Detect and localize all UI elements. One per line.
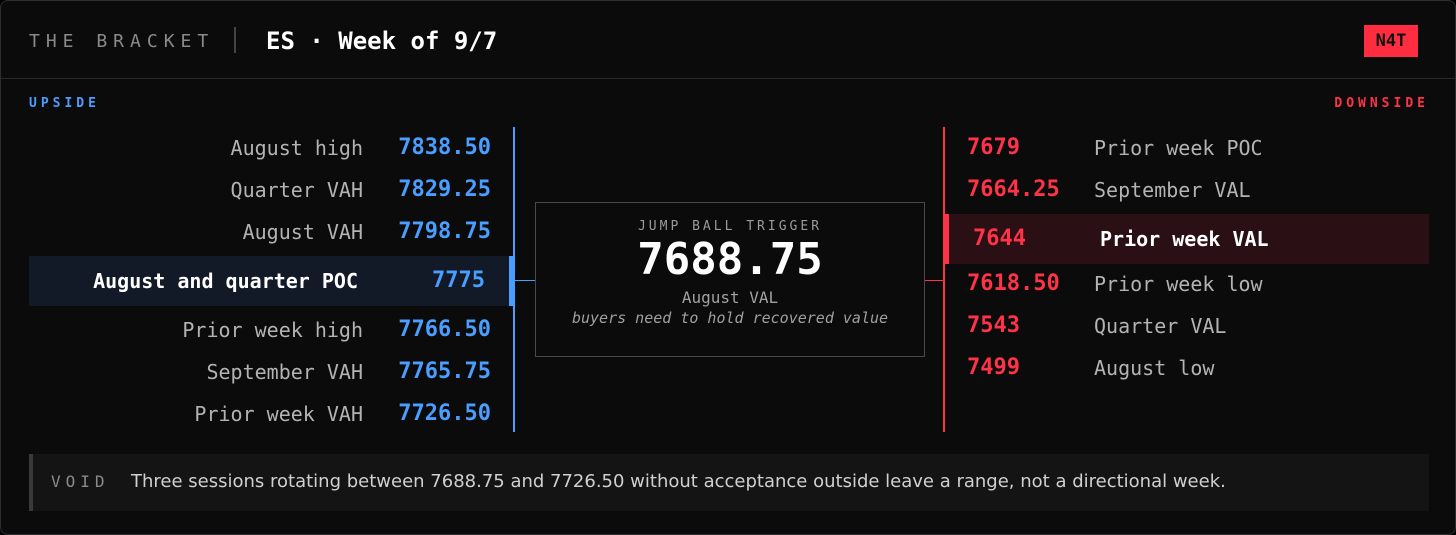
level-price: 7679 (967, 135, 1020, 160)
level-price: 7798.75 (398, 219, 491, 244)
level-price: 7765.75 (398, 359, 491, 384)
level-price: 7766.50 (398, 317, 491, 342)
upside-label: UPSIDE (29, 96, 100, 111)
brand: THE BRACKET (29, 31, 215, 52)
downside-rail (943, 127, 945, 432)
connector (924, 280, 944, 281)
level-label: September VAH (206, 360, 363, 384)
level-price: 7644 (973, 226, 1026, 251)
downside-label: DOWNSIDE (1334, 96, 1429, 111)
level-label: Prior week POC (1094, 136, 1263, 160)
level-label: September VAL (1094, 178, 1251, 202)
level-label: August VAH (242, 220, 363, 244)
highlight-bar (509, 256, 515, 306)
level-label: Prior week high (182, 318, 363, 342)
level-price: 7838.50 (398, 135, 491, 160)
level-price: 7726.50 (398, 401, 491, 426)
footer-text: Three sessions rotating between 7688.75 … (131, 471, 1226, 492)
level-price: 7543 (967, 313, 1020, 338)
level-label: August and quarter POC (93, 269, 358, 293)
level-price: 7664.25 (967, 177, 1060, 202)
trigger-price: 7688.75 (637, 234, 823, 285)
title: ES · Week of 9/7 (266, 27, 498, 55)
level-label: Quarter VAH (230, 178, 363, 202)
level-label: August low (1094, 356, 1215, 380)
connector (515, 280, 535, 281)
trigger-kicker: JUMP BALL TRIGGER (637, 219, 823, 234)
trigger-note: buyers need to hold recovered value (571, 309, 889, 327)
level-label: Prior week VAH (194, 402, 363, 426)
trigger-label: August VAL (681, 288, 779, 307)
level-price: 7775 (432, 268, 485, 293)
level-label: August high (230, 136, 363, 160)
level-label: Prior week VAL (1100, 227, 1269, 251)
level-label: Prior week low (1094, 272, 1263, 296)
footer-tag: VOID (51, 472, 110, 491)
level-price: 7829.25 (398, 177, 491, 202)
divider (234, 27, 236, 53)
trigger-box: JUMP BALL TRIGGER 7688.75 August VAL buy… (535, 202, 925, 357)
badge: N4T (1364, 25, 1418, 57)
level-price: 7499 (967, 355, 1020, 380)
level-label: Quarter VAL (1094, 314, 1227, 338)
highlight-row (29, 256, 509, 306)
highlight-row (945, 214, 1429, 264)
highlight-bar (943, 214, 949, 264)
header-rule (1, 78, 1455, 79)
level-price: 7618.50 (967, 271, 1060, 296)
footer: VOID Three sessions rotating between 768… (29, 454, 1429, 511)
